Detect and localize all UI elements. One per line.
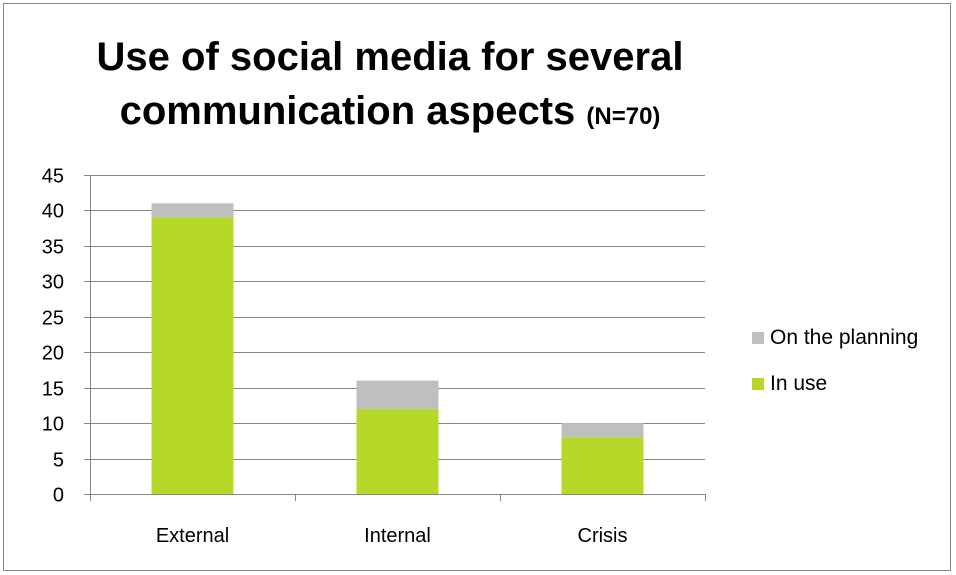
bar-crisis-in-use — [561, 437, 644, 494]
legend-swatch — [752, 332, 764, 344]
y-tick-label: 20 — [42, 343, 64, 365]
y-tick-label: 25 — [42, 308, 64, 330]
bars — [151, 203, 644, 495]
legend-item: On the planning — [752, 326, 918, 350]
y-tick-label: 0 — [53, 485, 64, 507]
bar-internal-in-use — [356, 408, 439, 494]
y-tick-label: 30 — [42, 272, 64, 294]
y-tick-label: 35 — [42, 237, 64, 259]
bar-internal-on-the-planning — [356, 380, 439, 409]
x-category-label: External — [156, 525, 229, 547]
y-tick-label: 15 — [42, 379, 64, 401]
axis-labels: 0 5 10 15 20 25 30 35 40 45 External Internal Crisis — [42, 166, 628, 548]
chart-title-line-1: Use of social media for several — [96, 35, 684, 79]
legend-label: In use — [770, 372, 828, 395]
chart-title: Use of social media for several communic… — [0, 30, 780, 144]
y-tick-label: 45 — [42, 166, 64, 188]
y-tick-label: 5 — [53, 450, 64, 472]
chart-title-line-2: communication aspects (N=70) — [0, 84, 780, 144]
legend-item: In use — [752, 372, 918, 396]
legend-swatch — [752, 378, 764, 390]
legend: On the planning In use — [752, 326, 918, 418]
bar-crisis-on-the-planning — [561, 423, 644, 438]
chart-title-line-2-text: communication aspects — [119, 89, 576, 133]
chart-title-note: (N=70) — [586, 103, 661, 130]
y-tick-label: 10 — [42, 414, 64, 436]
x-category-label: Crisis — [578, 525, 628, 547]
y-tick-label: 40 — [42, 201, 64, 223]
legend-label: On the planning — [770, 326, 919, 349]
x-category-label: Internal — [364, 525, 431, 547]
bar-external-in-use — [151, 217, 234, 495]
axes — [84, 175, 706, 501]
bar-external-on-the-planning — [151, 203, 234, 218]
